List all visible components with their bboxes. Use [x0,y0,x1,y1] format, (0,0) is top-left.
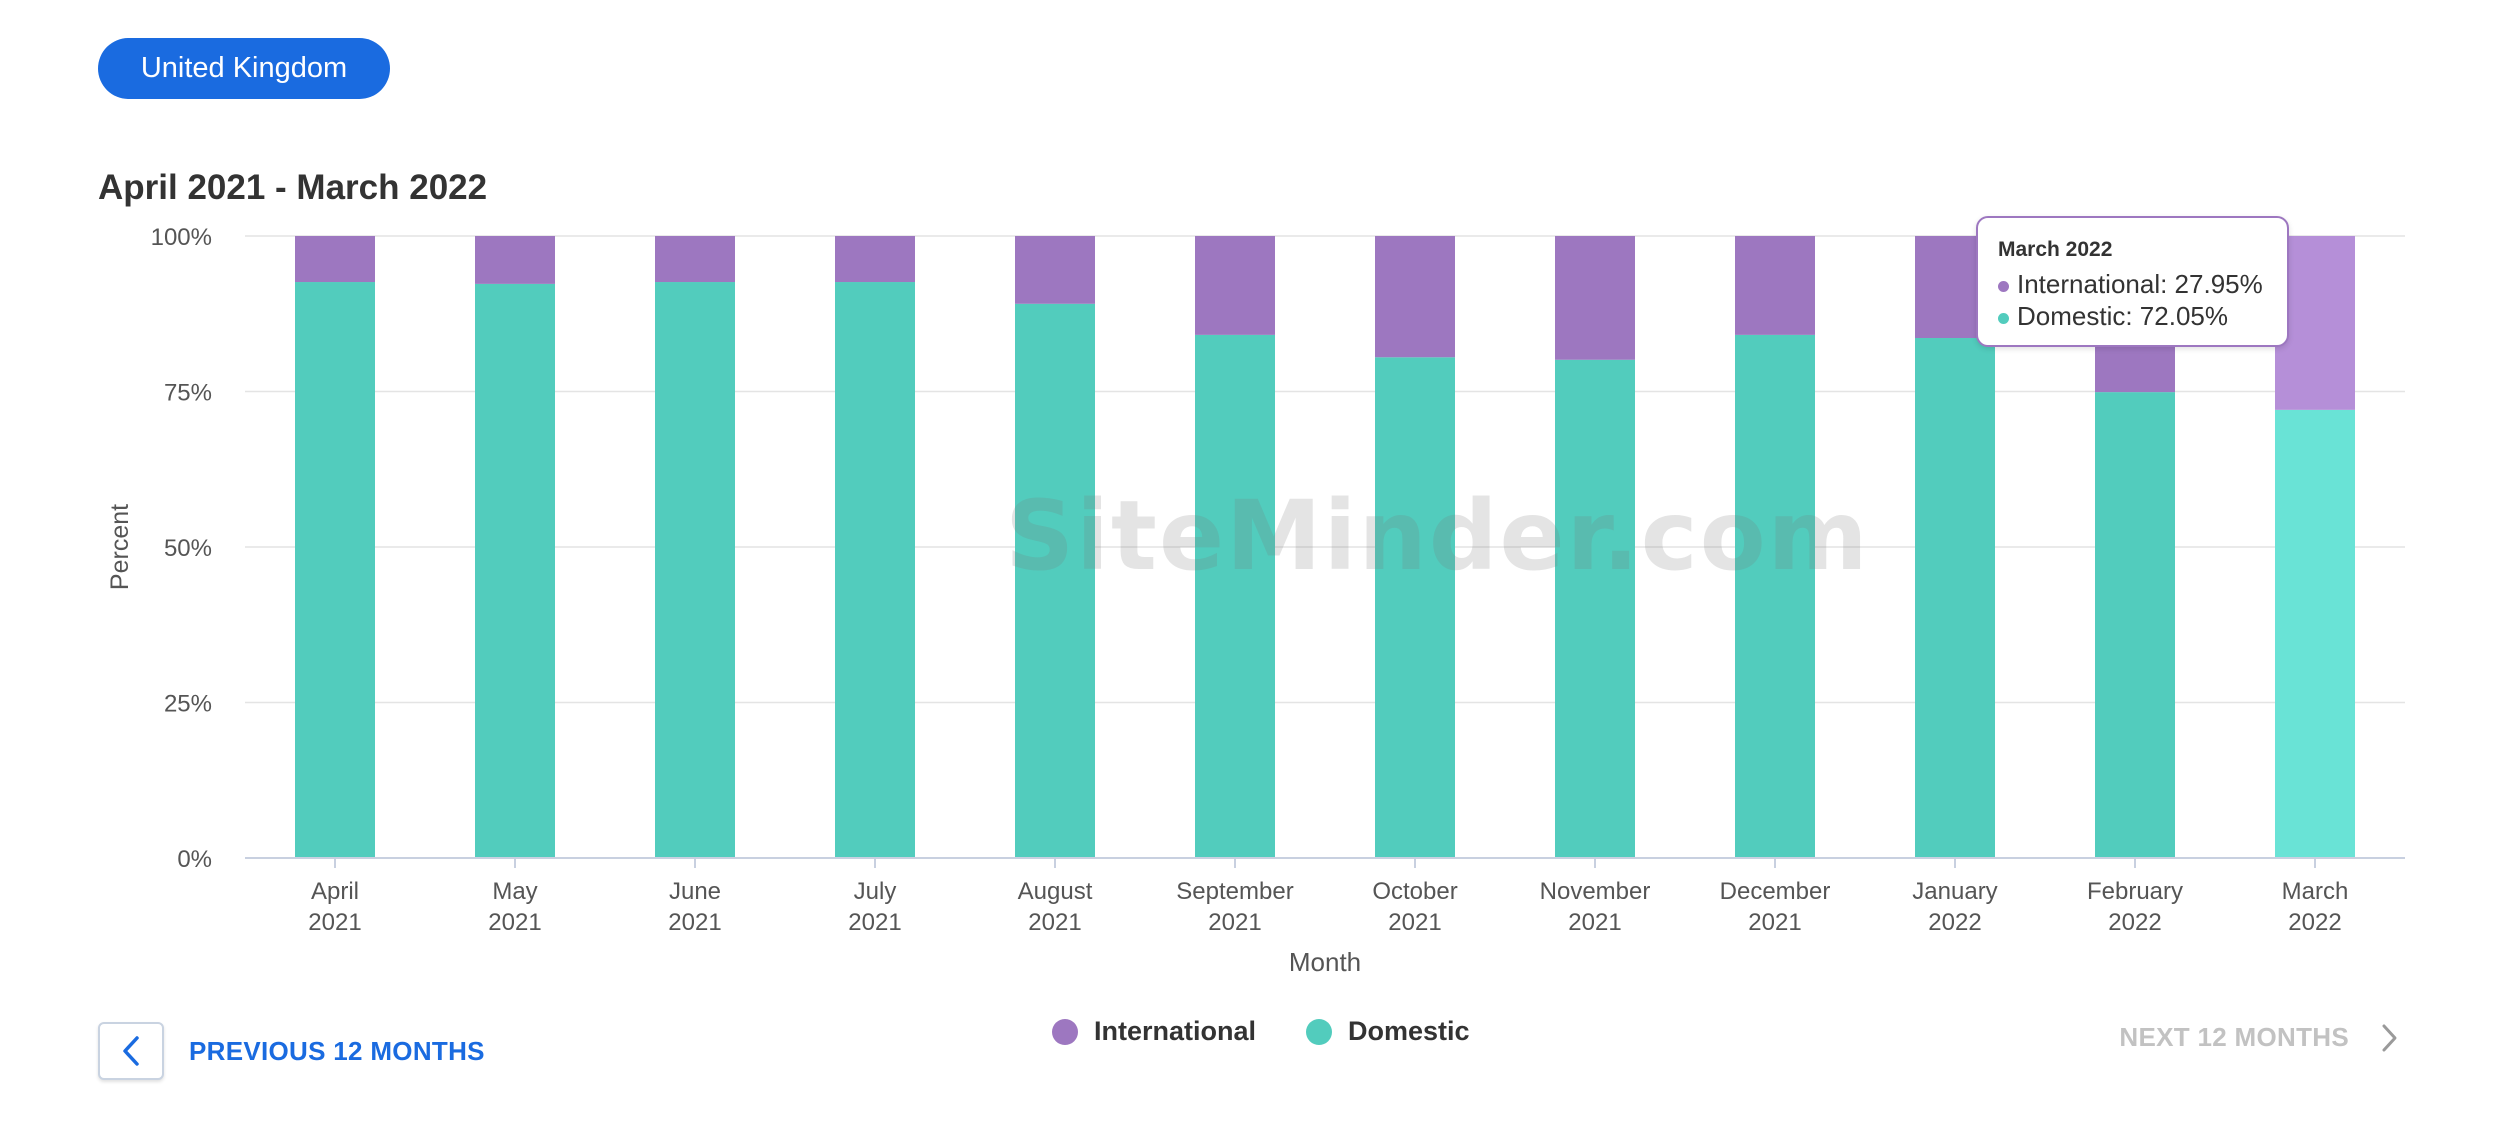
y-tick-label: 50% [164,535,212,562]
tooltip-row-international: International: 27.95% [1998,268,2267,300]
bar-international[interactable] [295,236,375,283]
x-tick-label: December [1720,878,1831,905]
chevron-right-icon [2382,1024,2397,1051]
country-button[interactable]: United Kingdom [98,38,390,99]
bar-domestic[interactable] [1555,359,1635,858]
bar-domestic[interactable] [2095,392,2175,858]
x-tick-label: January [1912,878,1997,905]
bar-international[interactable] [835,236,915,283]
x-tick-label: May [492,878,537,905]
x-tick-label: November [1540,878,1651,905]
bar-international[interactable] [1015,236,1095,304]
bar-international[interactable] [1735,236,1815,335]
legend-marker-international [1052,1018,1078,1045]
bar-domestic[interactable] [1195,334,1275,858]
x-tick-label: 2021 [848,909,901,936]
bar-domestic[interactable] [835,282,915,858]
x-tick-label: 2021 [1568,909,1621,936]
tooltip-title: March 2022 [1998,238,2113,261]
x-tick-label: July [854,878,897,905]
chart-legend: International Domestic [1052,1016,1520,1047]
next-12-months-link: NEXT 12 MONTHS [2119,1022,2349,1052]
x-tick-label: 2021 [308,909,361,936]
x-tick-label: 2021 [1748,909,1801,936]
x-axis-label: Month [1289,947,1361,977]
legend-label-domestic: Domestic [1348,1016,1470,1046]
tooltip-domestic-text: Domestic: 72.05% [2017,301,2228,331]
previous-12-months-link[interactable]: PREVIOUS 12 MONTHS [189,1035,485,1066]
x-tick-label: April [311,878,359,905]
x-tick-label: 2021 [488,909,541,936]
x-tick-label: 2021 [1208,909,1261,936]
bar-international[interactable] [475,236,555,284]
y-tick-label: 0% [177,846,212,873]
bar-domestic[interactable] [2275,409,2355,858]
x-tick-label: 2022 [1928,909,1981,936]
bar-domestic[interactable] [1915,338,1995,858]
tooltip-row-domestic: Domestic: 72.05% [1998,300,2267,332]
y-tick-label: 25% [164,691,212,718]
x-tick-label: August [1018,878,1093,905]
x-tick-label: February [2087,878,2183,905]
bar-domestic[interactable] [655,282,735,858]
bar-international[interactable] [1555,236,1635,360]
bar-domestic[interactable] [1015,303,1095,859]
bar-domestic[interactable] [1735,334,1815,858]
y-axis-label: Percent [106,504,134,590]
x-tick-label: 2022 [2108,909,2161,936]
x-tick-label: 2021 [1388,909,1441,936]
previous-button[interactable] [98,1022,164,1080]
x-tick-label: October [1372,878,1457,905]
tooltip-international-text: International: 27.95% [2017,269,2263,299]
tooltip-dot-domestic [1998,312,2009,324]
next-12-months-nav: NEXT 12 MONTHS [2119,1022,2399,1053]
chevron-left-icon [123,1036,139,1066]
bar-domestic[interactable] [475,283,555,858]
y-tick-label: 75% [164,380,212,407]
bar-international[interactable] [655,236,735,283]
x-tick-label: 2021 [1028,909,1081,936]
previous-12-months-nav[interactable]: PREVIOUS 12 MONTHS [98,1022,485,1080]
axes: 0% 25% 50% 75% 100% April 2021 May 2021 June 2021 J… [151,224,2405,936]
bar-domestic[interactable] [1375,357,1455,858]
chart-tooltip: March 2022 International: 27.95% Domesti… [1976,216,2289,347]
x-tick-label: 2022 [2288,909,2341,936]
legend-marker-domestic [1306,1018,1333,1045]
x-tick-label: June [669,878,721,905]
legend-item-international[interactable]: International [1052,1016,1256,1047]
tooltip-dot-international [1998,280,2009,292]
bar-international[interactable] [1195,236,1275,335]
x-tick-label: 2021 [668,909,721,936]
legend-label-international: International [1094,1016,1257,1046]
bar-domestic[interactable] [295,282,375,858]
legend-item-domestic[interactable]: Domestic [1306,1016,1470,1047]
x-tick-label: March [2282,878,2349,905]
chart-title: April 2021 - March 2022 [98,168,488,207]
y-tick-label: 100% [151,224,212,251]
bar-international[interactable] [1375,236,1455,358]
x-tick-label: September [1176,878,1293,905]
stacked-bar-chart: 0% 25% 50% 75% 100% April 2021 May 2021 June 2021 J… [106,224,2405,977]
